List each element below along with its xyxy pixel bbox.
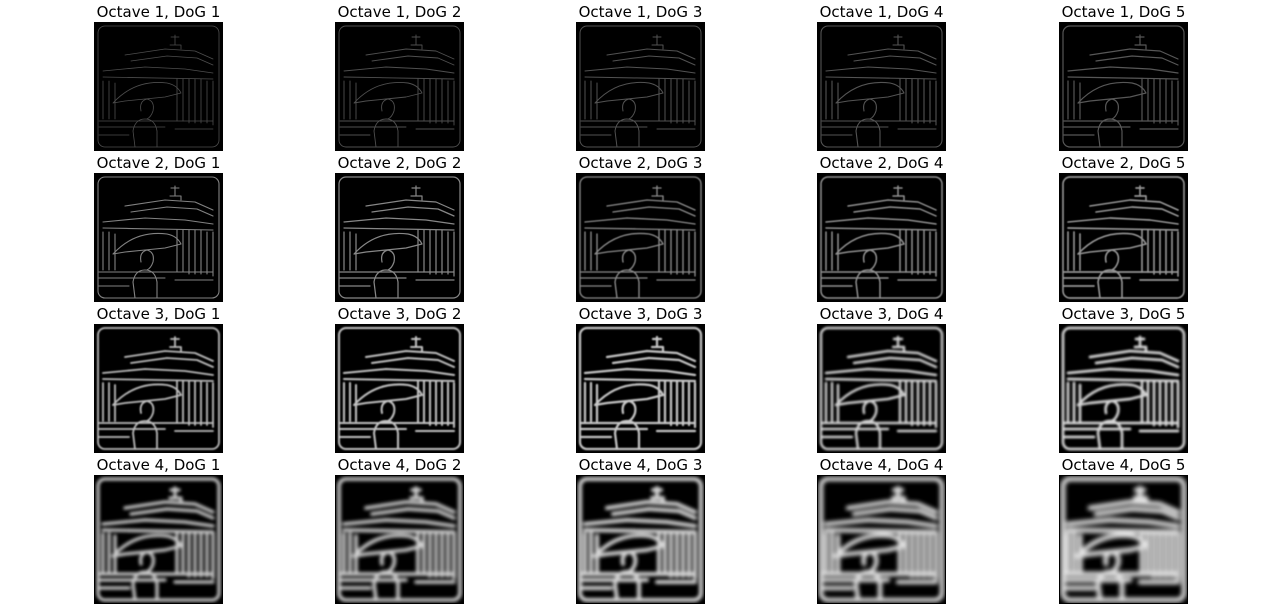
dog-panel: Octave 3, DoG 5 xyxy=(1059,305,1188,453)
edge-map-graphic xyxy=(95,23,222,150)
dog-image xyxy=(817,475,946,604)
dog-panel: Octave 1, DoG 4 xyxy=(817,3,946,151)
dog-image xyxy=(335,22,464,151)
dog-panel: Octave 3, DoG 1 xyxy=(94,305,223,453)
panel-title: Octave 4, DoG 4 xyxy=(819,456,944,474)
dog-image xyxy=(1059,324,1188,453)
dog-image xyxy=(576,324,705,453)
edge-map-graphic xyxy=(1060,174,1187,301)
panel-title: Octave 1, DoG 1 xyxy=(96,3,221,21)
edge-map-graphic xyxy=(577,174,704,301)
dog-image xyxy=(94,475,223,604)
dog-image xyxy=(817,324,946,453)
panel-title: Octave 1, DoG 3 xyxy=(578,3,703,21)
panel-title: Octave 2, DoG 4 xyxy=(819,154,944,172)
dog-panel: Octave 4, DoG 3 xyxy=(576,456,705,604)
dog-image xyxy=(817,22,946,151)
dog-panel: Octave 3, DoG 2 xyxy=(335,305,464,453)
dog-panel: Octave 2, DoG 5 xyxy=(1059,154,1188,302)
dog-panel: Octave 2, DoG 3 xyxy=(576,154,705,302)
dog-image xyxy=(817,173,946,302)
edge-map-graphic xyxy=(336,476,463,603)
dog-panel: Octave 2, DoG 1 xyxy=(94,154,223,302)
panel-title: Octave 4, DoG 2 xyxy=(337,456,462,474)
dog-panel: Octave 3, DoG 4 xyxy=(817,305,946,453)
panel-title: Octave 4, DoG 3 xyxy=(578,456,703,474)
panel-title: Octave 3, DoG 1 xyxy=(96,305,221,323)
panel-title: Octave 2, DoG 3 xyxy=(578,154,703,172)
dog-image xyxy=(335,475,464,604)
edge-map-graphic xyxy=(818,23,945,150)
panel-title: Octave 2, DoG 2 xyxy=(337,154,462,172)
dog-image xyxy=(94,173,223,302)
edge-map-graphic xyxy=(95,476,222,603)
edge-map-graphic xyxy=(818,476,945,603)
panel-title: Octave 4, DoG 5 xyxy=(1061,456,1186,474)
dog-panel: Octave 1, DoG 2 xyxy=(335,3,464,151)
edge-map-graphic xyxy=(577,476,704,603)
dog-image xyxy=(335,324,464,453)
edge-map-graphic xyxy=(336,23,463,150)
panel-title: Octave 3, DoG 2 xyxy=(337,305,462,323)
panel-title: Octave 3, DoG 3 xyxy=(578,305,703,323)
dog-image xyxy=(576,173,705,302)
edge-map-graphic xyxy=(95,174,222,301)
edge-map-graphic xyxy=(818,174,945,301)
dog-image xyxy=(576,22,705,151)
panel-title: Octave 1, DoG 5 xyxy=(1061,3,1186,21)
dog-panel: Octave 2, DoG 4 xyxy=(817,154,946,302)
edge-map-graphic xyxy=(1060,476,1187,603)
edge-map-graphic xyxy=(95,325,222,452)
dog-image xyxy=(335,173,464,302)
dog-image xyxy=(94,22,223,151)
panel-title: Octave 2, DoG 1 xyxy=(96,154,221,172)
dog-image xyxy=(94,324,223,453)
dog-panel: Octave 1, DoG 1 xyxy=(94,3,223,151)
panel-title: Octave 2, DoG 5 xyxy=(1061,154,1186,172)
edge-map-graphic xyxy=(1060,325,1187,452)
edge-map-graphic xyxy=(336,174,463,301)
panel-title: Octave 4, DoG 1 xyxy=(96,456,221,474)
dog-panel: Octave 4, DoG 1 xyxy=(94,456,223,604)
dog-panel: Octave 1, DoG 5 xyxy=(1059,3,1188,151)
edge-map-graphic xyxy=(336,325,463,452)
panel-title: Octave 3, DoG 4 xyxy=(819,305,944,323)
edge-map-graphic xyxy=(1060,23,1187,150)
edge-map-graphic xyxy=(577,325,704,452)
edge-map-graphic xyxy=(577,23,704,150)
dog-panel: Octave 1, DoG 3 xyxy=(576,3,705,151)
dog-panel: Octave 4, DoG 5 xyxy=(1059,456,1188,604)
edge-map-graphic xyxy=(818,325,945,452)
dog-image xyxy=(1059,173,1188,302)
panel-title: Octave 1, DoG 4 xyxy=(819,3,944,21)
dog-panel: Octave 3, DoG 3 xyxy=(576,305,705,453)
dog-image xyxy=(1059,475,1188,604)
dog-panel: Octave 4, DoG 2 xyxy=(335,456,464,604)
panel-title: Octave 1, DoG 2 xyxy=(337,3,462,21)
dog-panel: Octave 2, DoG 2 xyxy=(335,154,464,302)
dog-panel: Octave 4, DoG 4 xyxy=(817,456,946,604)
dog-image xyxy=(1059,22,1188,151)
dog-image xyxy=(576,475,705,604)
panel-title: Octave 3, DoG 5 xyxy=(1061,305,1186,323)
